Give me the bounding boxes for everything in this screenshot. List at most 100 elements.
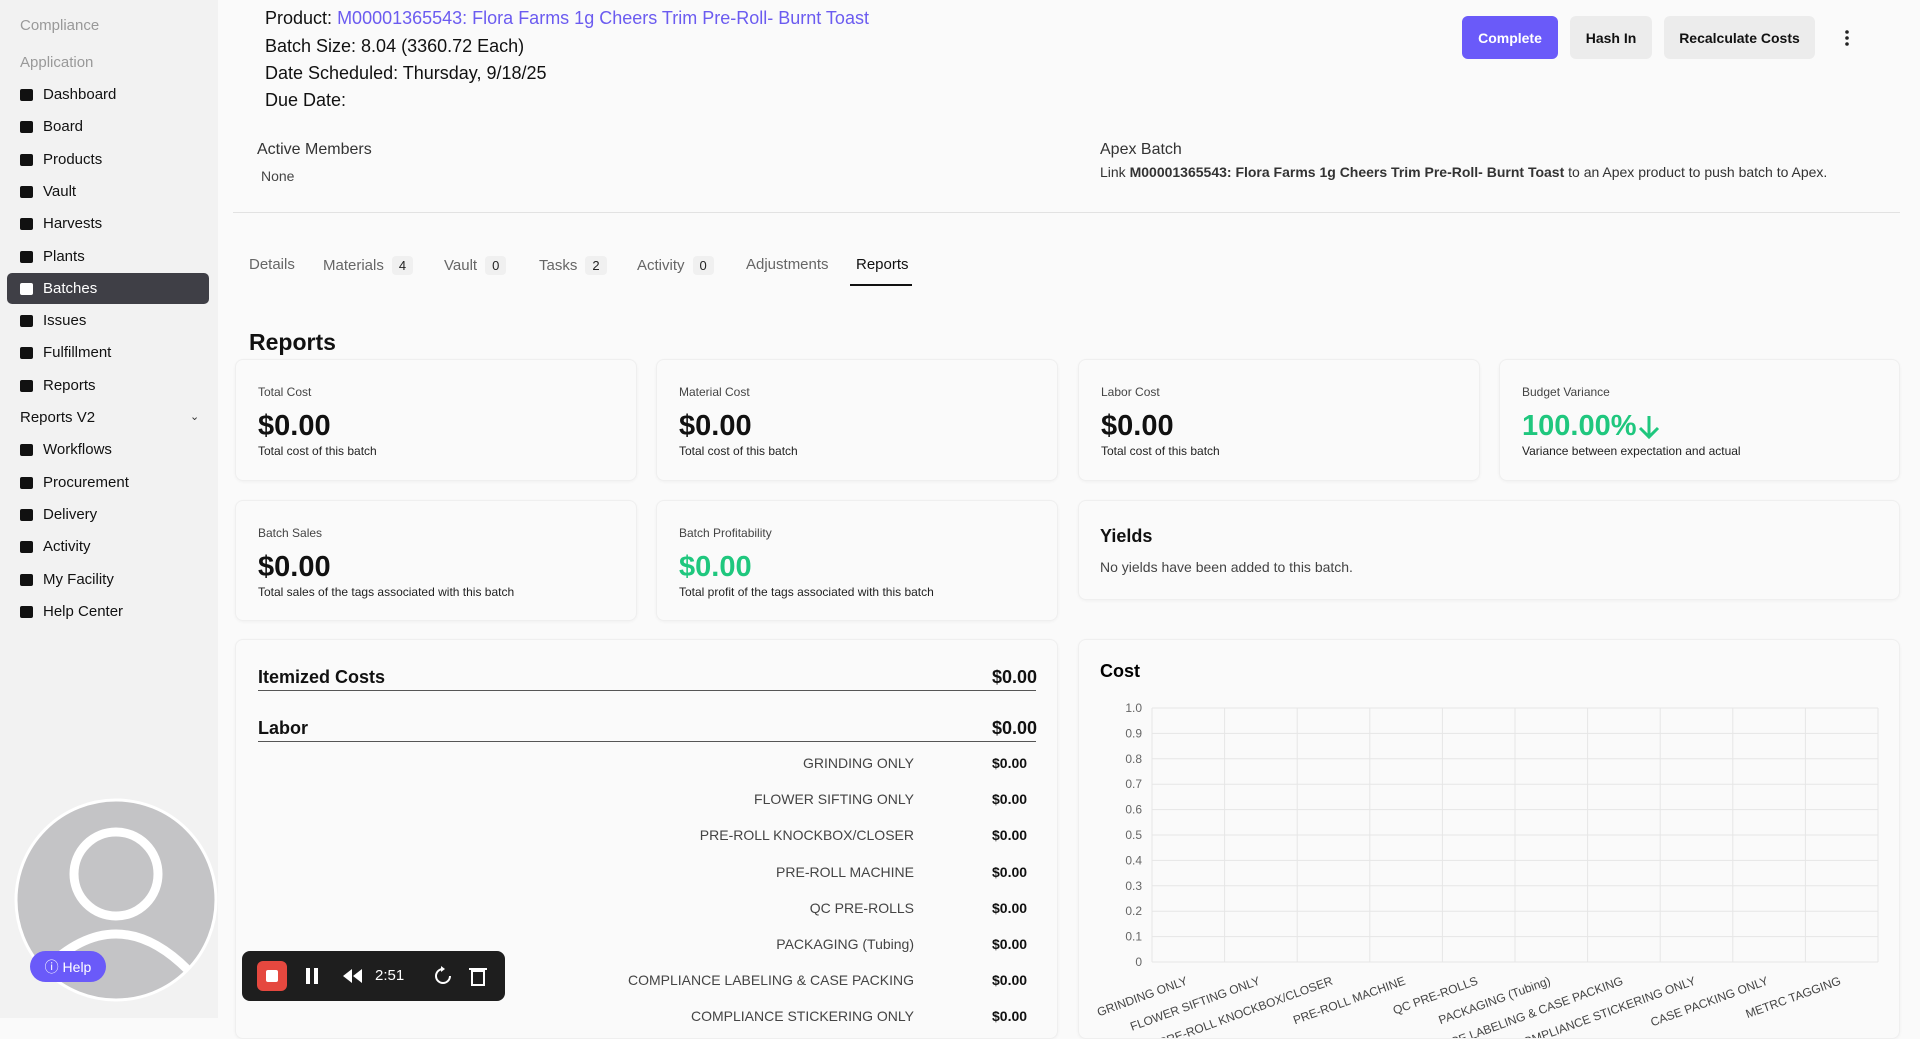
date-scheduled: Date Scheduled: Thursday, 9/18/25 [265, 63, 547, 83]
nav-item[interactable]: Batches [43, 279, 98, 297]
apex-link: M00001365543: Flora Farms 1g Cheers Trim… [1129, 164, 1565, 180]
tab-label: Adjustments [746, 256, 829, 273]
nav-item[interactable]: Board [43, 118, 84, 136]
active-highlight [7, 272, 209, 304]
more-menu[interactable] [1840, 28, 1854, 48]
apex-text: Link M00001365543: Flora Farms 1g Cheers… [1100, 164, 1827, 180]
stat-card: Labor Cost $0.00 Total cost of this batch [1078, 359, 1480, 481]
help-button[interactable]: ⓘ Help [30, 951, 106, 982]
nav-icon [20, 541, 33, 554]
stat-label: Batch Profitability [679, 526, 772, 540]
section-total: $0.00 [992, 718, 1038, 738]
rule [258, 741, 1036, 742]
tab[interactable]: Vault 0 [444, 256, 507, 275]
nav-item[interactable]: Reports V2 [20, 409, 96, 426]
chevron: ⌄ [190, 411, 200, 423]
recalculate-button[interactable]: Recalculate Costs [1664, 16, 1815, 59]
stat-card: Batch Sales $0.00 Total sales of the tags … [235, 500, 637, 621]
nav-item[interactable]: Help Center [43, 602, 124, 620]
stat-note: Total cost of this batch [258, 444, 377, 458]
reports-title: Reports [249, 329, 336, 355]
hash-in-button[interactable]: Hash In [1570, 16, 1652, 59]
yields-card: Yields No yields have been added to this… [1078, 500, 1900, 600]
stat-note: Total cost of this batch [679, 444, 798, 458]
arrow [1638, 415, 1659, 439]
nav-icon [20, 573, 33, 586]
tab-count: 4 [391, 256, 414, 275]
row-name: COMPLIANCE STICKERING ONLY [690, 1008, 914, 1025]
row-name: PACKAGING (Tubing) [776, 936, 914, 952]
y-tick-label: 0 [1135, 955, 1142, 969]
nav-item[interactable]: Plants [43, 247, 85, 265]
tab[interactable]: Reports [850, 256, 912, 286]
tab[interactable]: Materials 4 [323, 256, 414, 275]
tab[interactable]: Tasks 2 [539, 256, 607, 275]
row-value: $0.00 [992, 755, 1028, 771]
stat-card: Total Cost $0.00 Total cost of this batch [235, 359, 637, 481]
y-tick-label: 0.4 [1125, 853, 1142, 867]
itemized-total: $0.00 [992, 667, 1038, 687]
nav-item[interactable]: Activity [43, 538, 91, 556]
y-tick-label: 0.8 [1125, 752, 1142, 766]
stat-note: Total cost of this batch [1101, 444, 1220, 458]
sidebar-heading: Compliance [20, 17, 100, 34]
rule [258, 690, 1036, 691]
nav-item[interactable]: Delivery [43, 505, 98, 523]
apex-before: Link [1100, 164, 1126, 180]
stop-button[interactable] [257, 961, 287, 991]
stat-number: 100.00% [1522, 410, 1637, 442]
stat-note: Variance between expectation and actual [1522, 444, 1741, 458]
recorder-bar: 2:51 [242, 951, 505, 1001]
stat-number: $0.00 [258, 551, 331, 583]
page: Compliance Application Dashboard Board Produ… [7, 8, 1900, 1039]
complete-button[interactable]: Complete [1462, 16, 1558, 59]
nav-item[interactable]: Procurement [43, 473, 129, 491]
members-value: None [261, 168, 295, 184]
nav-item[interactable]: Issues [43, 312, 87, 330]
tab[interactable]: Details [249, 256, 295, 273]
stat-card: Budget Variance 100.00% Variance between e… [1499, 359, 1900, 481]
tab-label: Activity [637, 257, 685, 274]
stat-card: Batch Profitability $0.00 Total profit of … [656, 500, 1058, 621]
stat-number: $0.00 [679, 551, 752, 583]
nav-icon [20, 508, 33, 521]
row-value: $0.00 [992, 863, 1028, 880]
nav-item[interactable]: Dashboard [43, 86, 117, 103]
stat-note: Total profit of the tags associated with… [679, 585, 934, 599]
y-tick-label: 0.6 [1125, 803, 1142, 817]
stat-note: Total sales of the tags associated with … [258, 585, 515, 599]
nav-item[interactable]: Products [43, 150, 103, 168]
stat-value: $0.00 [679, 551, 752, 584]
controls[interactable] [304, 966, 384, 986]
tab-label: Materials [323, 257, 384, 274]
nav-item[interactable]: Workflows [43, 441, 112, 459]
y-tick-label: 0.1 [1125, 930, 1142, 944]
y-tick-label: 0.7 [1125, 777, 1142, 791]
nav-icon [20, 444, 33, 457]
stat-number: $0.00 [679, 410, 752, 442]
y-tick-label: 0.3 [1125, 879, 1142, 893]
nav-item[interactable]: Reports [43, 376, 96, 394]
tab[interactable]: Adjustments [746, 256, 829, 273]
y-tick-label: 0.9 [1125, 726, 1142, 740]
nav-item[interactable]: My Facility [43, 570, 114, 588]
nav-icon [20, 605, 33, 618]
stat-number: $0.00 [1101, 410, 1174, 442]
row-name: COMPLIANCE LABELING & CASE PACKING [627, 972, 914, 989]
nav-item[interactable]: Harvests [43, 215, 103, 233]
recorder-time: 2:51 [375, 967, 405, 984]
product-link[interactable]: M00001365543: Flora Farms 1g Cheers Trim… [337, 8, 869, 28]
batch-size: Batch Size: 8.04 (3360.72 Each) [265, 36, 525, 56]
recorder-tools[interactable] [432, 965, 492, 987]
trend-arrow [1638, 415, 1659, 439]
tab[interactable]: Activity 0 [637, 256, 714, 275]
nav-item[interactable]: Vault [43, 182, 77, 200]
product-line: Product: M00001365543: Flora Farms 1g Ch… [265, 8, 869, 29]
tab-label: Reports [856, 256, 909, 273]
stat-label: Budget Variance [1522, 385, 1610, 399]
row-value: $0.00 [992, 899, 1028, 916]
row-name: FLOWER SIFTING ONLY [754, 791, 914, 808]
stat-value: $0.00 [258, 410, 331, 443]
row-value: $0.00 [992, 972, 1028, 989]
nav-item[interactable]: Fulfillment [43, 344, 112, 362]
